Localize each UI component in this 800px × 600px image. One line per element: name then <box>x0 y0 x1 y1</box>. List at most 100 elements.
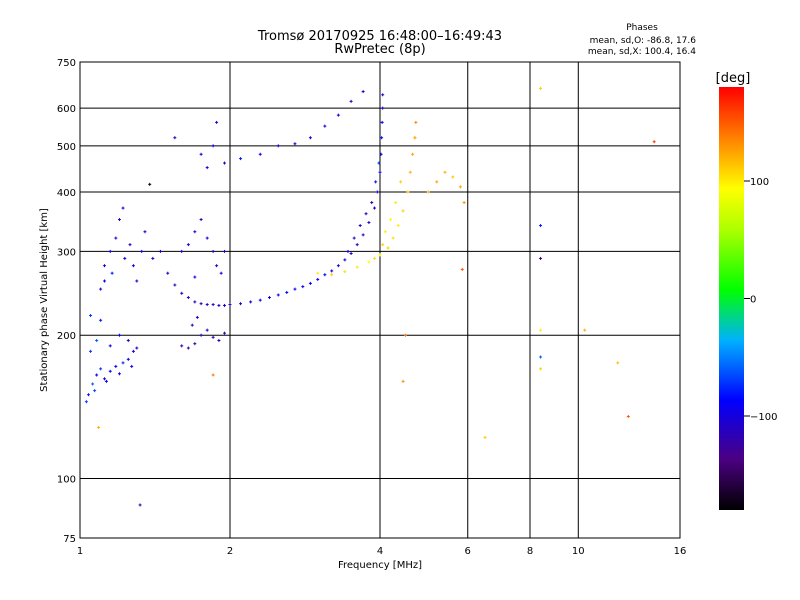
y-tick-label: 600 <box>57 104 76 115</box>
data-point <box>239 302 243 306</box>
data-point <box>396 224 400 228</box>
data-point <box>539 328 543 332</box>
data-point <box>330 269 334 273</box>
data-point <box>199 333 203 337</box>
data-point <box>367 260 371 264</box>
data-point <box>199 218 203 222</box>
data-point <box>166 271 170 275</box>
data-point <box>426 190 430 194</box>
y-ticks: 75 100 200 300 400 500 600 750 <box>57 58 76 545</box>
data-point <box>285 290 289 294</box>
data-point <box>343 258 347 262</box>
data-point <box>173 283 177 287</box>
data-point <box>414 120 418 124</box>
data-point <box>401 379 405 383</box>
data-point <box>114 236 118 240</box>
data-point <box>228 303 232 307</box>
data-point <box>378 170 382 174</box>
x-tick-label: 4 <box>377 546 383 557</box>
grid-lines <box>80 62 680 538</box>
phases-heading: Phases <box>626 23 658 33</box>
data-point <box>406 190 410 194</box>
data-point <box>114 364 118 368</box>
data-point <box>193 275 197 279</box>
x-tick-label: 6 <box>465 546 471 557</box>
data-point <box>293 142 297 146</box>
data-point <box>97 425 101 429</box>
data-point <box>91 382 95 386</box>
data-point <box>652 140 656 144</box>
chart-subtitle: RwPretec (8p) <box>334 42 425 57</box>
data-point <box>394 201 398 205</box>
data-point <box>316 271 320 275</box>
colorbar <box>719 87 744 510</box>
data-point <box>199 302 203 306</box>
data-point <box>103 264 107 268</box>
data-point <box>117 218 121 222</box>
data-point <box>99 367 103 371</box>
data-point <box>140 249 144 253</box>
data-point <box>211 303 215 307</box>
data-point <box>108 344 112 348</box>
data-point <box>373 256 377 260</box>
data-point <box>626 414 630 418</box>
data-point <box>186 296 190 300</box>
data-point <box>451 175 455 179</box>
data-point <box>99 318 103 322</box>
data-point <box>316 277 320 281</box>
data-point <box>308 281 312 285</box>
data-point <box>361 90 365 94</box>
data-point <box>117 333 121 337</box>
data-point <box>403 333 407 337</box>
phases-o-line: mean, sd,O: -86.8, 17.6 <box>590 36 697 46</box>
data-point <box>89 349 93 353</box>
data-point <box>413 136 417 140</box>
x-tick-label: 10 <box>572 546 585 557</box>
data-point <box>103 279 107 283</box>
data-point <box>223 303 227 307</box>
data-point <box>358 224 362 228</box>
data-point <box>349 99 353 103</box>
data-point <box>323 124 327 128</box>
data-point <box>138 503 142 507</box>
data-point <box>143 230 147 234</box>
y-tick-label: 500 <box>57 142 76 153</box>
data-point <box>217 303 221 307</box>
data-point <box>211 144 215 148</box>
chart-title: Tromsø 20170925 16:48:00–16:49:43 <box>257 29 502 44</box>
data-point <box>126 357 130 361</box>
data-point <box>383 230 387 234</box>
colorbar-tick-label: −100 <box>750 412 777 423</box>
x-tick-label: 8 <box>527 546 533 557</box>
data-point <box>443 170 447 174</box>
data-point <box>249 300 253 304</box>
data-point <box>148 182 152 186</box>
x-tick-label: 2 <box>227 546 233 557</box>
data-point <box>458 185 462 189</box>
data-point <box>135 346 139 350</box>
data-point <box>193 342 197 346</box>
data-point <box>108 369 112 373</box>
data-point <box>195 315 199 319</box>
data-point <box>539 367 543 371</box>
y-tick-label: 100 <box>57 475 76 486</box>
data-point <box>380 136 384 140</box>
data-point <box>121 361 125 365</box>
x-axis-label: Frequency [MHz] <box>338 560 422 571</box>
x-tick-label: 1 <box>77 546 83 557</box>
y-tick-label: 75 <box>63 534 76 545</box>
data-point <box>367 221 371 225</box>
data-point <box>378 253 382 257</box>
data-point <box>223 161 227 165</box>
data-point <box>180 249 184 253</box>
data-point <box>336 264 340 268</box>
data-point <box>462 201 466 205</box>
data-point <box>364 212 368 216</box>
data-point <box>123 256 127 260</box>
data-point <box>276 293 280 297</box>
data-point <box>223 249 227 253</box>
data-point <box>323 273 327 277</box>
data-point <box>381 93 385 97</box>
data-point <box>99 287 103 291</box>
data-point <box>193 300 197 304</box>
